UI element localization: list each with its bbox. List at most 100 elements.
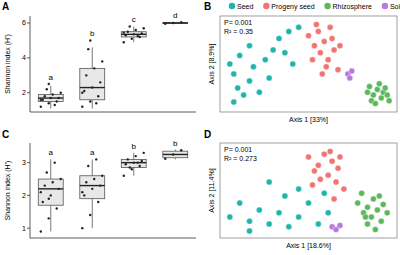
point xyxy=(227,214,233,220)
point xyxy=(331,47,337,53)
point xyxy=(52,181,54,183)
point xyxy=(48,102,50,104)
point xyxy=(89,214,91,216)
point xyxy=(380,201,386,207)
point xyxy=(384,210,390,216)
point xyxy=(335,67,341,73)
point xyxy=(306,154,312,160)
point xyxy=(46,171,48,173)
point xyxy=(359,190,365,196)
whisker xyxy=(50,86,51,95)
point xyxy=(85,74,87,76)
point xyxy=(81,106,83,108)
median xyxy=(163,22,188,23)
y-axis-label: Axis 2 [11.4%] xyxy=(208,168,216,212)
point xyxy=(137,35,139,37)
point xyxy=(42,201,44,203)
x-axis-label: Axis 1 [18.6%] xyxy=(286,242,331,250)
whisker xyxy=(133,26,134,31)
point xyxy=(365,204,371,210)
point xyxy=(139,165,141,167)
point xyxy=(309,57,315,63)
median xyxy=(38,188,63,189)
point xyxy=(54,104,56,106)
point xyxy=(56,207,58,209)
point xyxy=(247,78,253,84)
panel-label: B xyxy=(204,1,211,12)
significance-letter: a xyxy=(90,148,95,157)
point xyxy=(60,178,62,180)
legend-label: Seed xyxy=(237,3,253,10)
point xyxy=(325,210,331,216)
y-tick-label: 6 xyxy=(22,19,26,26)
legend-marker xyxy=(229,3,235,9)
point xyxy=(231,71,237,77)
point xyxy=(372,101,378,107)
y-tick xyxy=(27,57,30,58)
x-axis xyxy=(30,238,196,239)
point xyxy=(89,39,91,41)
point xyxy=(135,155,137,157)
point xyxy=(48,197,50,199)
point xyxy=(311,43,317,49)
point xyxy=(141,32,143,34)
y-tick-label: 4 xyxy=(22,54,26,61)
significance-letter: a xyxy=(49,73,54,82)
point xyxy=(311,168,317,174)
point xyxy=(363,214,369,220)
plot-marks xyxy=(38,21,187,108)
point xyxy=(143,152,145,154)
point xyxy=(256,207,262,213)
point xyxy=(81,191,83,193)
point xyxy=(376,81,382,87)
y-tick xyxy=(27,92,30,93)
annotation: R² = 0.273 xyxy=(224,155,257,162)
legend-label: Progeny seed xyxy=(271,3,314,11)
point xyxy=(56,100,58,102)
point xyxy=(247,228,253,234)
point xyxy=(315,29,321,35)
point xyxy=(137,161,139,163)
point xyxy=(266,179,272,185)
y-axis xyxy=(30,16,31,112)
point xyxy=(52,93,54,95)
point xyxy=(306,33,312,39)
point xyxy=(40,99,42,101)
y-tick xyxy=(27,162,30,163)
point xyxy=(91,86,93,88)
y-tick-label: 3 xyxy=(22,159,26,166)
point xyxy=(129,25,131,27)
point xyxy=(101,175,103,177)
median xyxy=(80,185,105,186)
point xyxy=(97,201,99,203)
point xyxy=(60,92,62,94)
point xyxy=(231,99,237,105)
x-axis-label: Axis 1 [33%] xyxy=(289,116,328,124)
median xyxy=(80,87,105,88)
point xyxy=(247,43,253,49)
point xyxy=(227,61,233,67)
median xyxy=(163,154,188,155)
point xyxy=(247,218,253,224)
point xyxy=(89,100,91,102)
point xyxy=(327,148,333,154)
legend-label: Rhizosphere xyxy=(333,3,372,11)
point xyxy=(131,37,133,39)
y-tick-label: 2 xyxy=(22,192,26,199)
point xyxy=(58,97,60,99)
point xyxy=(321,190,327,196)
point xyxy=(125,34,127,36)
point xyxy=(87,48,89,50)
point xyxy=(315,162,321,168)
point xyxy=(384,92,390,98)
whisker xyxy=(92,199,93,228)
point xyxy=(296,24,302,30)
point xyxy=(87,165,89,167)
whisker xyxy=(133,168,134,176)
point xyxy=(313,21,319,27)
point xyxy=(125,163,127,165)
point xyxy=(374,207,380,213)
point xyxy=(46,88,48,90)
point xyxy=(141,160,143,162)
point xyxy=(101,60,103,62)
